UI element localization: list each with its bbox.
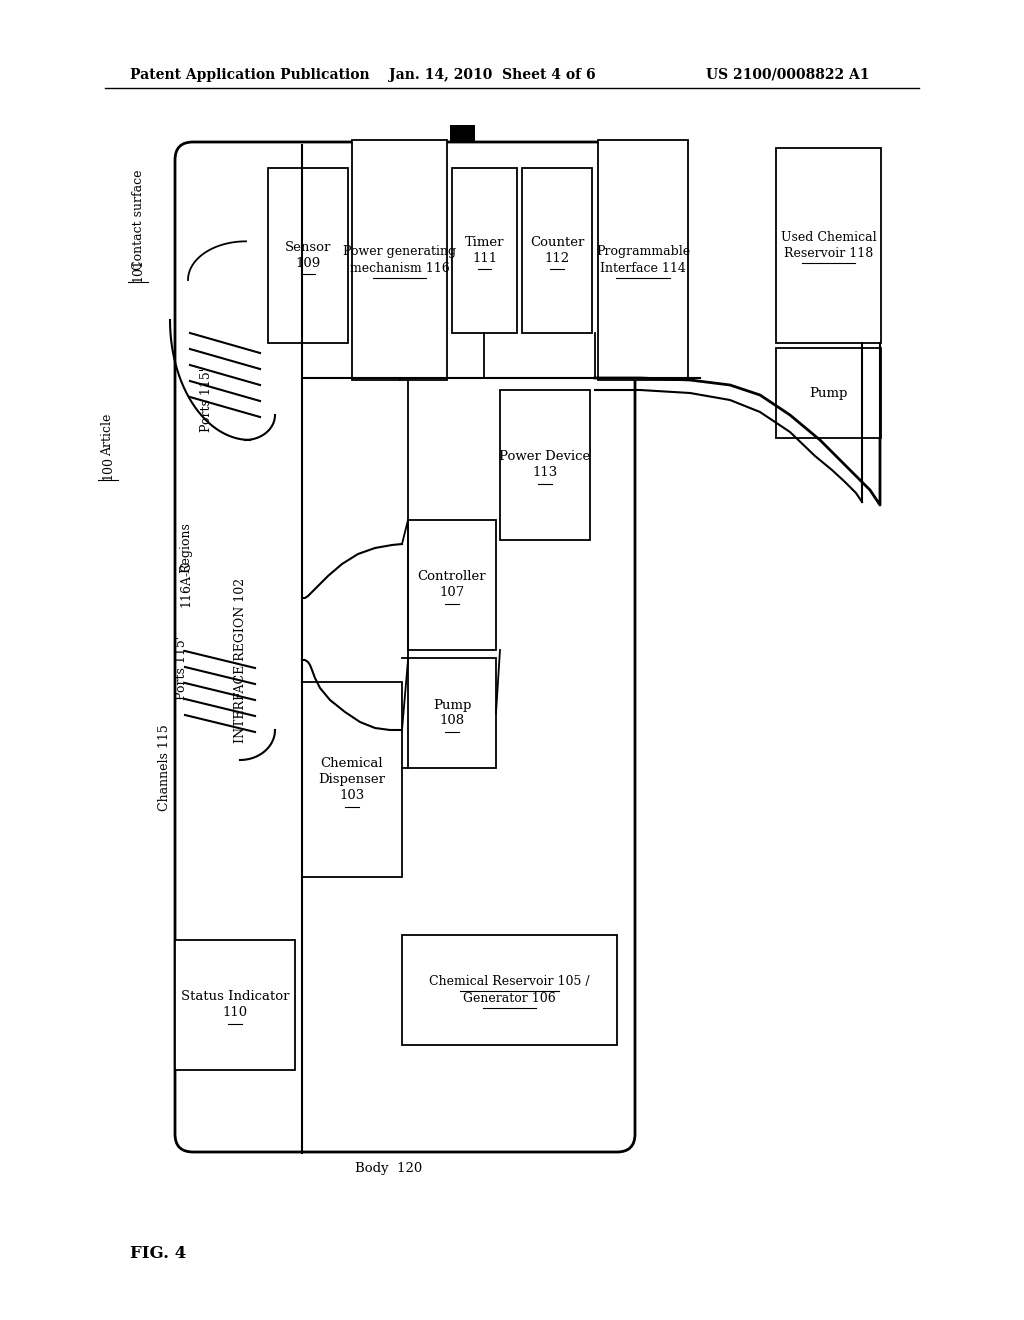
Text: Article: Article	[101, 413, 115, 457]
Bar	[500, 389, 590, 540]
Text: Contact surface: Contact surface	[131, 170, 144, 271]
Text: Ports 115': Ports 115'	[200, 368, 213, 432]
Text: Used Chemical
Reservoir 118: Used Chemical Reservoir 118	[780, 231, 877, 260]
Text: Power generating
mechanism 116: Power generating mechanism 116	[343, 246, 456, 275]
Bar	[175, 940, 295, 1071]
Text: Power Device
113: Power Device 113	[500, 450, 591, 479]
Bar	[352, 140, 447, 380]
Bar	[408, 520, 496, 649]
Text: INTERFACE REGION 102: INTERFACE REGION 102	[233, 577, 247, 743]
Text: FIG. 4: FIG. 4	[130, 1245, 186, 1262]
Text: Programmable
Interface 114: Programmable Interface 114	[596, 246, 690, 275]
Bar	[776, 148, 881, 343]
Bar	[598, 140, 688, 380]
Text: Chemical Reservoir 105 /
Generator 106: Chemical Reservoir 105 / Generator 106	[429, 975, 590, 1005]
Text: Channels 115: Channels 115	[158, 725, 171, 812]
Bar	[408, 657, 496, 768]
Text: Ports 115': Ports 115'	[175, 636, 188, 700]
Text: Status Indicator
110: Status Indicator 110	[181, 990, 289, 1019]
Text: Timer
111: Timer 111	[465, 236, 504, 265]
Text: Body  120: Body 120	[355, 1162, 422, 1175]
Text: Patent Application Publication: Patent Application Publication	[130, 69, 370, 82]
Text: Chemical
Dispenser
103: Chemical Dispenser 103	[318, 756, 385, 803]
Bar	[302, 682, 402, 876]
Text: Regions: Regions	[179, 523, 193, 573]
Text: Controller
107: Controller 107	[418, 570, 486, 599]
Bar	[450, 125, 475, 143]
Text: Jan. 14, 2010  Sheet 4 of 6: Jan. 14, 2010 Sheet 4 of 6	[389, 69, 595, 82]
Bar	[402, 935, 617, 1045]
Text: Sensor
109: Sensor 109	[285, 242, 331, 271]
Text: 101: 101	[131, 257, 144, 282]
Bar	[522, 168, 592, 333]
Bar	[268, 168, 348, 343]
Text: 100: 100	[101, 455, 115, 480]
Text: US 2100/0008822 A1: US 2100/0008822 A1	[706, 69, 869, 82]
Text: Counter
112: Counter 112	[529, 236, 584, 265]
Text: Pump
108: Pump 108	[433, 698, 471, 727]
Bar	[776, 348, 881, 438]
Bar	[452, 168, 517, 333]
Text: 116A-C: 116A-C	[179, 561, 193, 607]
Text: Pump: Pump	[809, 387, 848, 400]
